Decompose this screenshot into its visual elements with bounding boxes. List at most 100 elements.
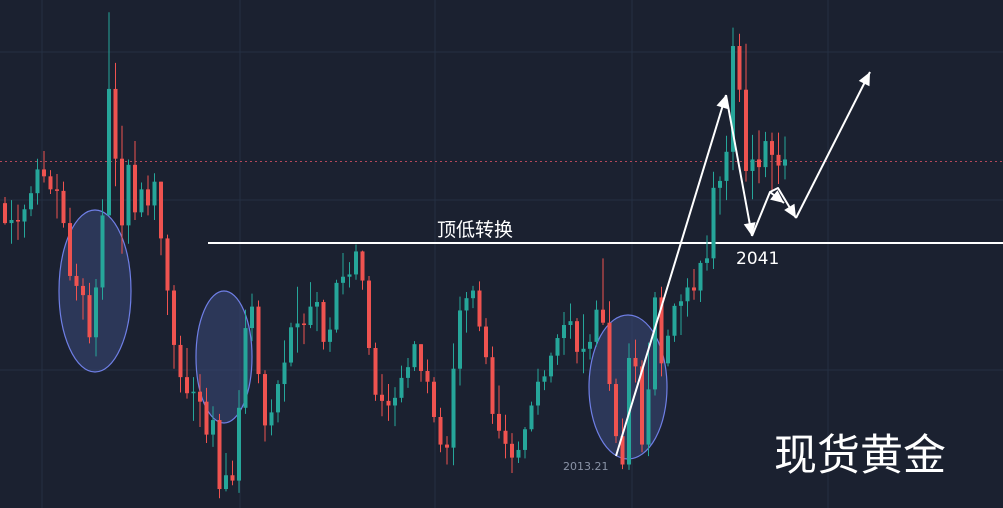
- candle: [191, 377, 196, 421]
- candle-body: [672, 305, 677, 336]
- candle-body: [55, 189, 59, 191]
- candle-body: [120, 158, 124, 226]
- candle: [679, 294, 683, 335]
- candle-body: [633, 357, 638, 367]
- candle-body: [516, 449, 521, 458]
- candle-body: [698, 262, 703, 291]
- candle-body: [425, 370, 430, 382]
- candle: [581, 314, 586, 374]
- candle: [217, 413, 222, 499]
- candle: [263, 370, 267, 442]
- candle: [373, 342, 378, 401]
- candle: [139, 182, 144, 217]
- candle: [113, 62, 118, 187]
- target-arrow: [795, 71, 871, 219]
- candle-body: [620, 436, 625, 465]
- candle: [516, 441, 521, 463]
- candle-body: [464, 298, 469, 311]
- support-line-label: 顶低转换: [437, 219, 513, 241]
- candle-body: [172, 290, 176, 345]
- candle-body: [159, 181, 163, 239]
- candle: [230, 460, 235, 486]
- candle-body: [731, 46, 735, 152]
- candle: [81, 278, 85, 320]
- candle: [510, 433, 514, 473]
- candle-body: [477, 290, 482, 327]
- rally-arrow: [615, 94, 728, 457]
- candle: [744, 43, 748, 182]
- candle: [48, 170, 53, 194]
- candle-body: [263, 374, 267, 426]
- candle-body: [367, 280, 371, 349]
- candle: [100, 199, 105, 300]
- candle: [542, 370, 547, 391]
- candle: [471, 285, 475, 309]
- candle-body: [48, 176, 53, 190]
- candle: [458, 296, 462, 386]
- candle: [640, 360, 644, 453]
- candle-body: [783, 159, 787, 166]
- candle-body: [497, 413, 501, 431]
- rally-arrow-path: [615, 94, 727, 457]
- candle: [477, 281, 482, 332]
- candle: [354, 244, 358, 280]
- candle: [451, 343, 456, 466]
- candle: [529, 401, 534, 432]
- candle: [659, 286, 664, 377]
- candle-body: [568, 321, 573, 326]
- candle: [653, 292, 657, 396]
- candle-body: [432, 381, 436, 417]
- candle-body: [100, 215, 105, 288]
- candle: [568, 303, 573, 339]
- candle-body: [646, 389, 651, 445]
- candle-body: [22, 209, 27, 222]
- candle-body: [659, 297, 664, 364]
- candle-body: [276, 384, 280, 413]
- candle: [94, 279, 98, 357]
- candle: [159, 181, 163, 256]
- candle: [16, 204, 20, 240]
- candle-body: [484, 326, 488, 358]
- candle: [146, 175, 150, 216]
- candle-body: [549, 355, 553, 377]
- target-arrow-head: [858, 72, 870, 87]
- candle: [256, 300, 261, 384]
- candle-body: [607, 322, 612, 385]
- candle: [406, 357, 410, 388]
- candle-body: [139, 189, 144, 213]
- candle-body: [503, 430, 508, 444]
- candle-body: [386, 400, 391, 406]
- candle: [3, 197, 7, 225]
- candle-body: [334, 282, 339, 330]
- candle-body: [640, 366, 644, 445]
- candle-body: [555, 338, 560, 356]
- candle: [711, 171, 716, 270]
- candle: [425, 359, 430, 394]
- candle: [185, 348, 189, 399]
- candle-body: [308, 306, 313, 326]
- candle: [87, 282, 92, 344]
- candle: [386, 384, 391, 421]
- candle-body: [458, 310, 462, 369]
- candle: [523, 426, 527, 459]
- candle: [724, 135, 729, 201]
- candle-body: [737, 46, 742, 90]
- candle-body: [523, 429, 527, 450]
- candle-body: [289, 327, 293, 363]
- candle-body: [601, 309, 605, 323]
- projection-arrows: [615, 71, 871, 457]
- candle: [432, 377, 436, 423]
- candle: [763, 131, 768, 178]
- candle-body: [328, 329, 332, 342]
- candle-body: [763, 141, 768, 168]
- candle-body: [29, 193, 33, 210]
- candle: [107, 12, 111, 216]
- candle-body: [204, 401, 209, 435]
- candle-body: [113, 88, 118, 159]
- candle-body: [679, 301, 683, 306]
- candle: [399, 365, 404, 403]
- candle-body: [185, 377, 189, 394]
- candle: [250, 293, 254, 342]
